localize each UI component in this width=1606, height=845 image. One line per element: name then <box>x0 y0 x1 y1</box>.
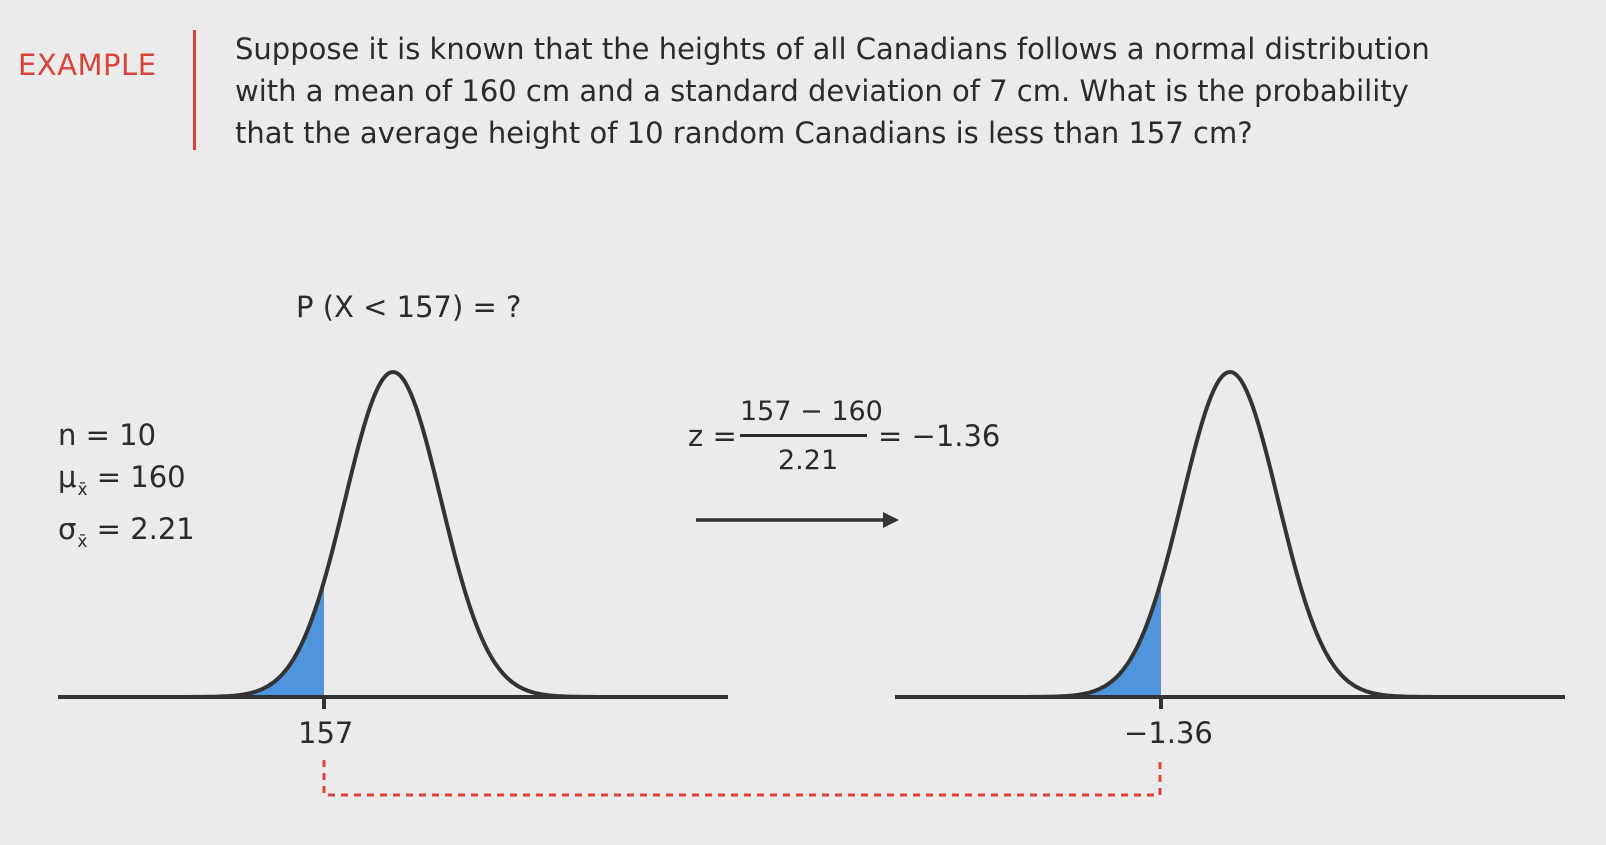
mu-value: = 160 <box>96 460 186 494</box>
mu-symbol: μ <box>58 460 77 494</box>
header-divider <box>193 30 196 150</box>
problem-statement: Suppose it is known that the heights of … <box>235 28 1575 154</box>
transform-arrow-head <box>883 512 899 528</box>
z-formula-result: = −1.36 <box>878 419 1001 453</box>
probability-question: P (X < 157) = ? <box>296 290 522 324</box>
problem-line: that the average height of 10 random Can… <box>235 116 1253 150</box>
problem-line: Suppose it is known that the heights of … <box>235 32 1430 66</box>
mu-subscript: x̄ <box>77 480 88 500</box>
left-tick-label: 157 <box>298 716 354 750</box>
sigma-subscript: x̄ <box>77 532 88 552</box>
sample-size: n = 10 <box>58 418 157 452</box>
sampling-mean: μx̄ = 160 <box>58 460 186 500</box>
right-tick-label: −1.36 <box>1124 716 1213 750</box>
z-formula-denominator: 2.21 <box>778 445 839 476</box>
correspondence-dashed-link <box>322 760 1162 797</box>
left-normal-curve <box>178 370 608 699</box>
sigma-value: = 2.21 <box>96 512 195 546</box>
standard-error: σx̄ = 2.21 <box>58 512 195 552</box>
example-label: EXAMPLE <box>18 48 157 82</box>
problem-line: with a mean of 160 cm and a standard dev… <box>235 74 1409 108</box>
sigma-symbol: σ <box>58 512 77 546</box>
right-normal-curve <box>1015 370 1445 699</box>
z-formula-numerator: 157 − 160 <box>740 396 883 427</box>
z-formula-lhs: z = <box>688 419 737 453</box>
z-formula-fraction-bar <box>740 434 867 437</box>
